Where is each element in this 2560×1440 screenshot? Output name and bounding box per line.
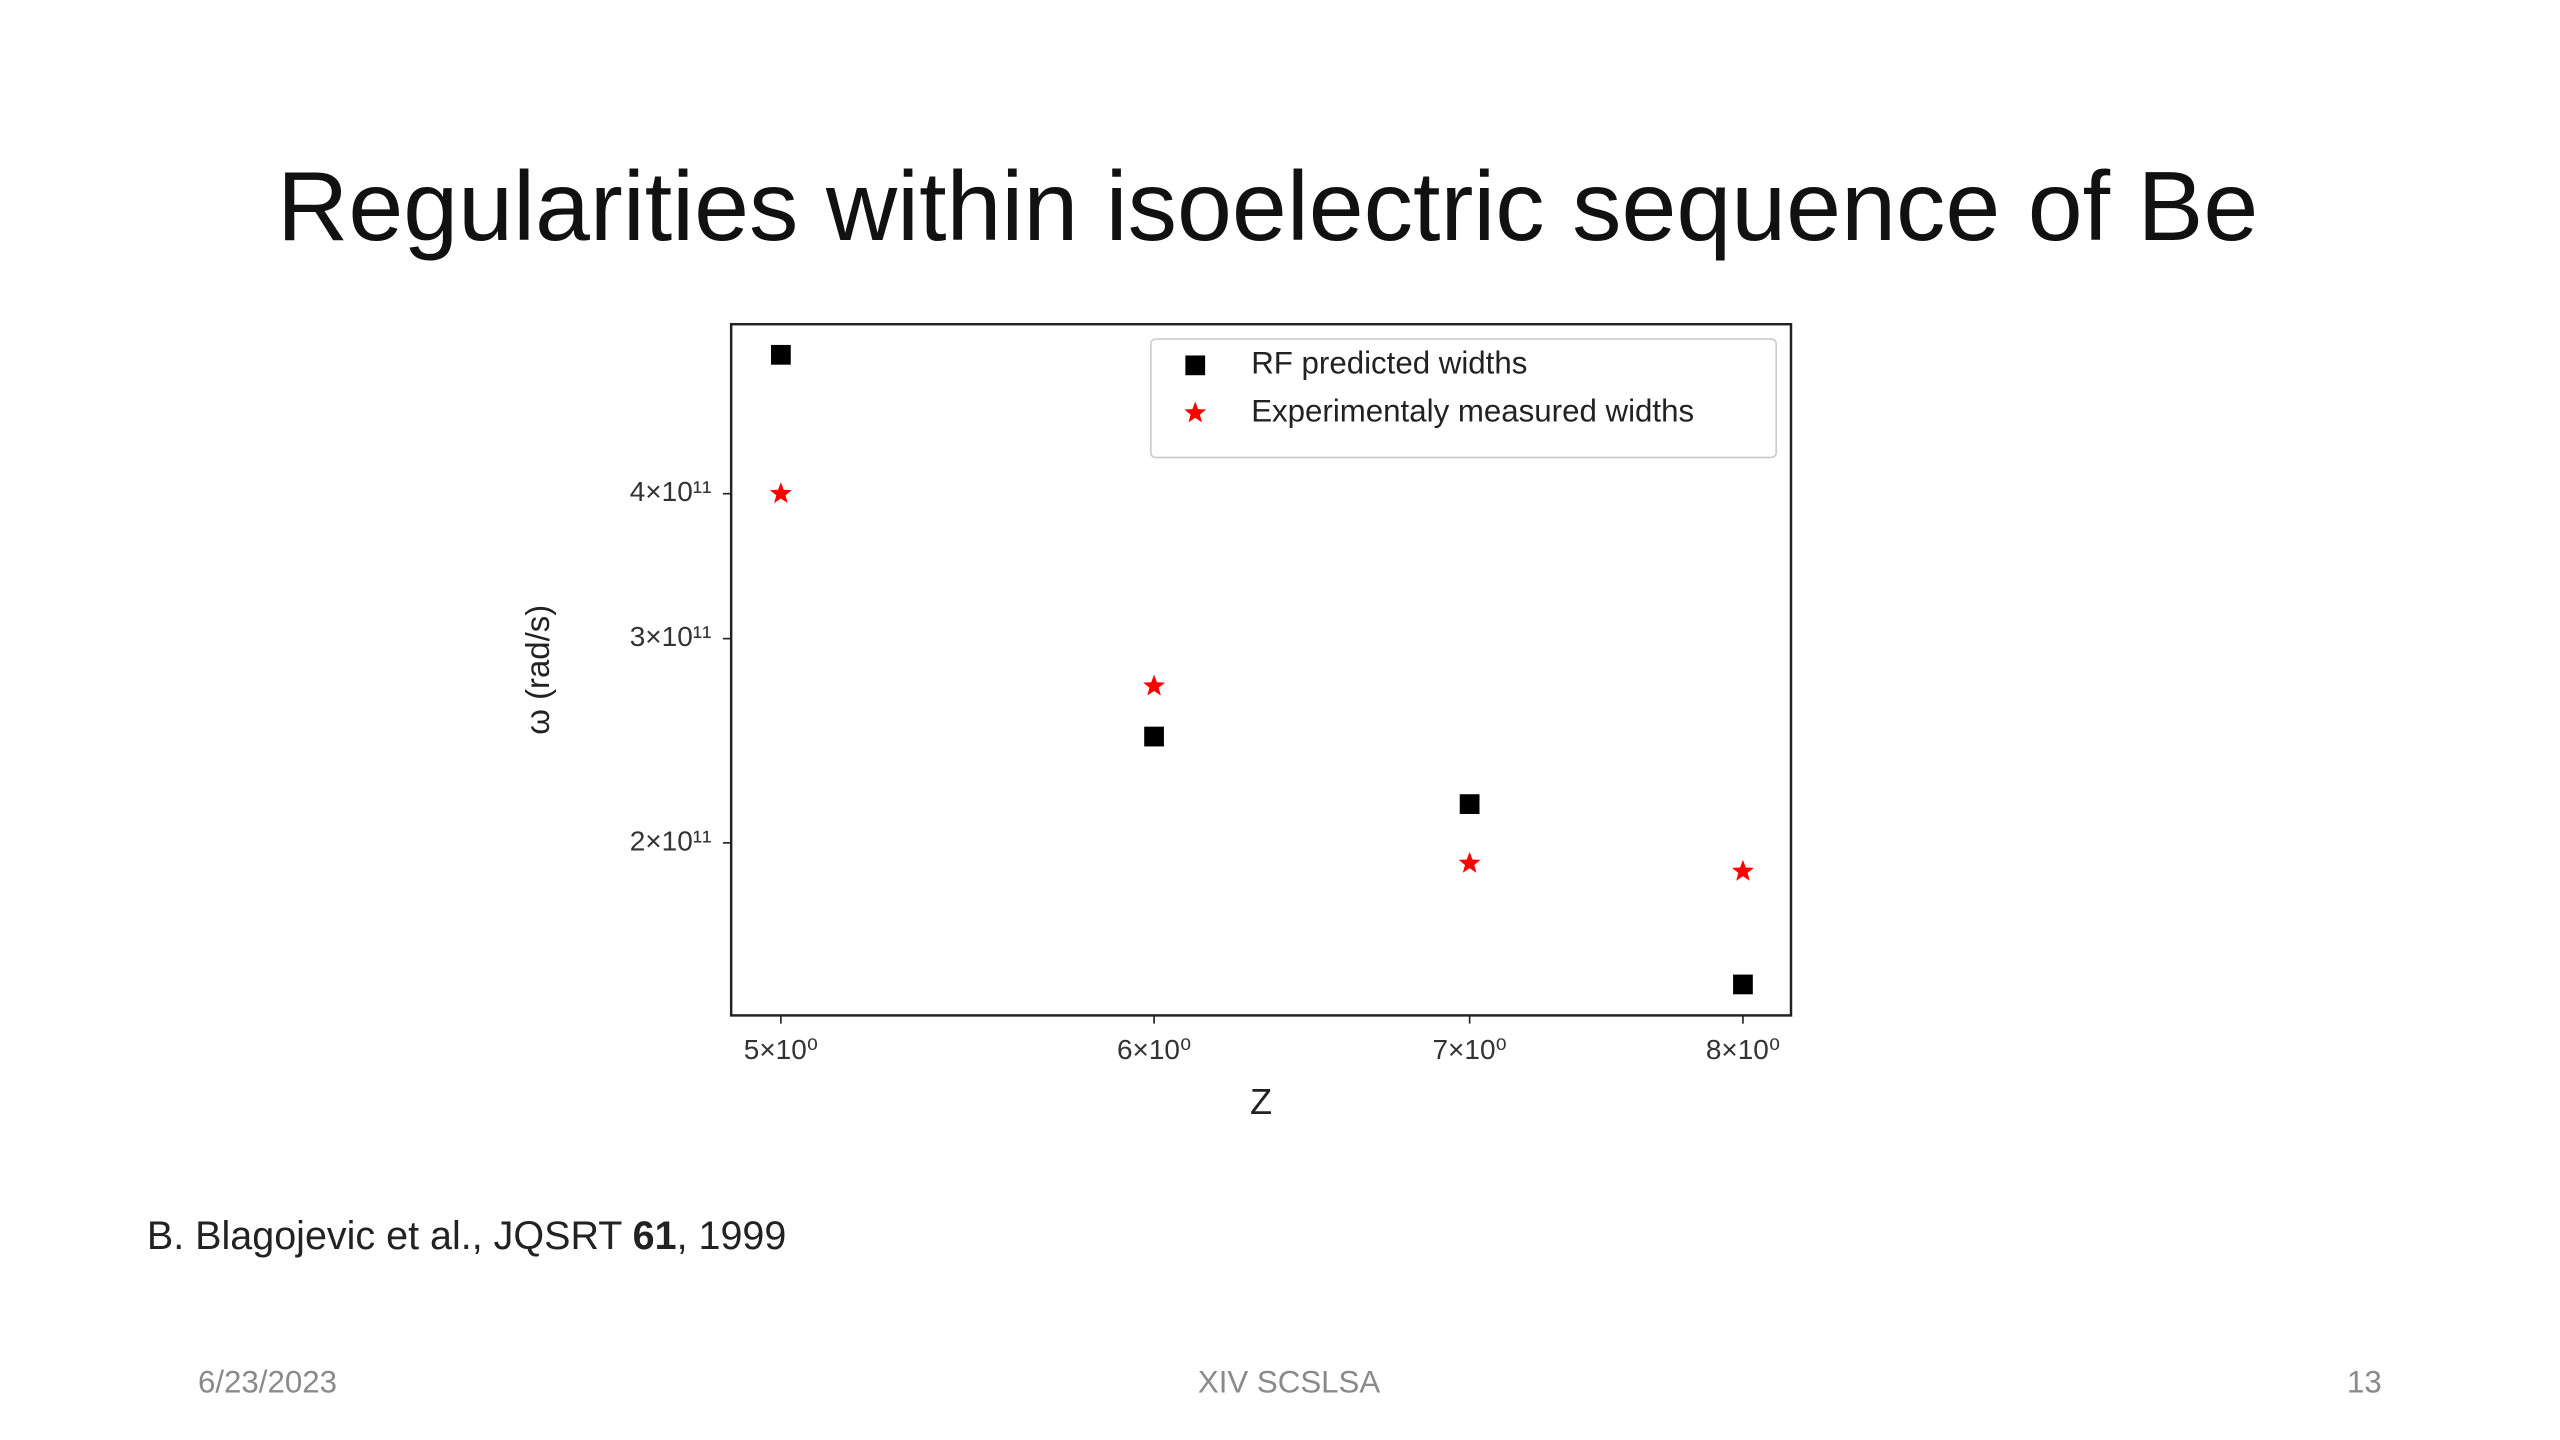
point [1459,794,1480,814]
citation-text: B. Blagojevic et al., JQSRT [147,1215,633,1259]
footer-date: 6/23/2023 [198,1364,337,1399]
x-tick-label: 6×10⁰ [1117,1034,1191,1065]
point [1458,851,1481,873]
x-tick-label: 5×10⁰ [744,1034,818,1065]
y-axis-label: ω (rad/s) [519,605,556,735]
citation-volume: 61 [633,1215,677,1259]
footer-event: XIV SCSLSA [1198,1364,1381,1399]
footer-page: 13 [2347,1364,2382,1399]
x-axis-label: Z [1250,1081,1272,1122]
legend-box [1149,338,1778,459]
x-tick-label: 8×10⁰ [1706,1034,1780,1065]
point [1143,674,1166,696]
point [1733,974,1753,995]
legend-marker [1184,401,1207,423]
legend-label: RF predicted widths [1251,346,1527,381]
point [769,482,792,504]
y-tick-label: 2×10¹¹ [630,825,712,856]
legend-label: Experimentaly measured widths [1251,393,1694,428]
y-tick-label: 4×10¹¹ [630,476,712,507]
y-tick-label: 3×10¹¹ [630,621,712,652]
plot-area [729,322,1793,1017]
point [1731,859,1754,881]
x-tick-label: 7×10⁰ [1433,1034,1507,1065]
point [771,344,791,365]
citation: B. Blagojevic et al., JQSRT 61, 1999 [147,1215,786,1259]
legend-marker [1185,355,1206,376]
point [1144,726,1164,747]
citation-text: , 1999 [677,1215,787,1259]
plot: 5×10⁰ 6×10⁰ 7×10⁰ 8×10⁰ 2×10¹¹ 3×10¹¹ 4×10¹¹ Zω… [519,322,1793,1122]
slide-title: Regularities within isoelectric sequence… [277,151,2258,261]
